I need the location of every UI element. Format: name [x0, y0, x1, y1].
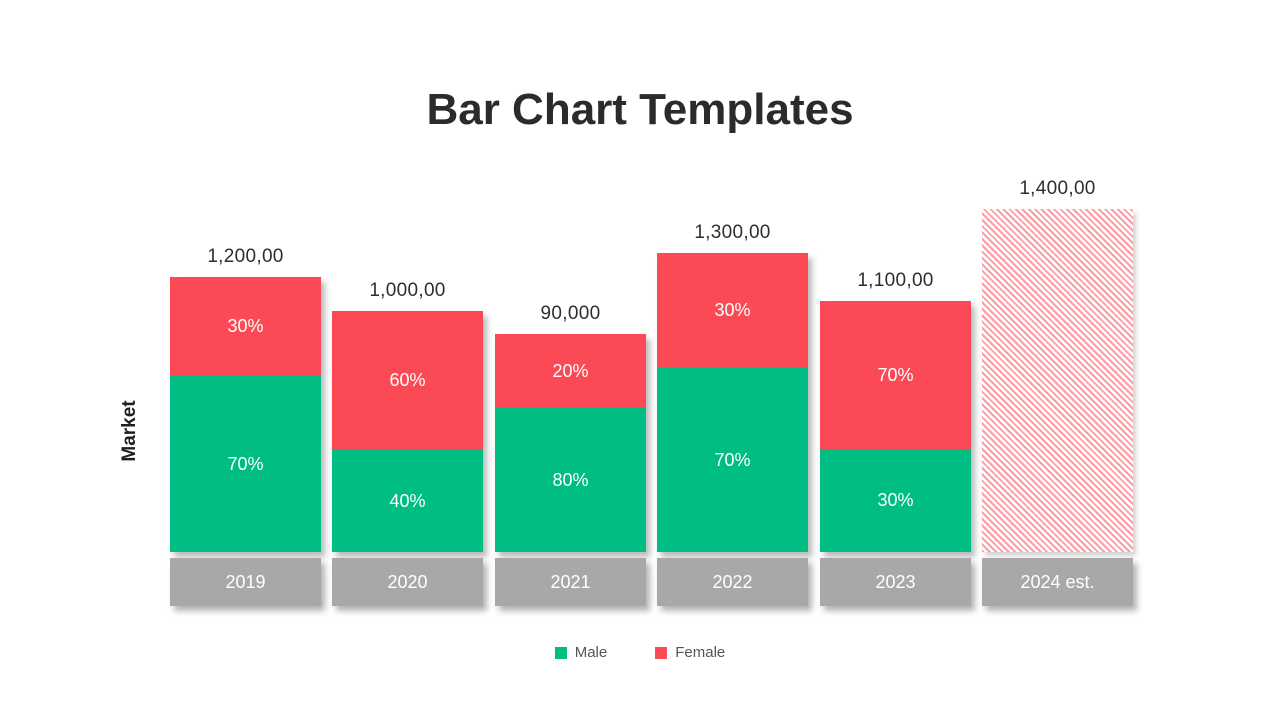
female-percent-label: 70%	[877, 364, 914, 385]
legend-label-female: Female	[675, 644, 726, 661]
female-percent-label: 60%	[389, 370, 426, 390]
bar-total-label: 1,300,00	[694, 222, 771, 243]
legend-item-male: Male	[554, 644, 608, 661]
male-percent-label: 80%	[552, 469, 589, 490]
bar-total-label: 1,100,00	[857, 270, 934, 291]
page-title: Bar Chart Templates	[426, 85, 854, 135]
female-segment: 30%	[170, 277, 321, 376]
legend-item-female: Female	[655, 644, 725, 661]
bar-2022: 30% 70%	[657, 253, 808, 552]
bar-2019: 30% 70%	[170, 277, 321, 552]
bar-2023: 70% 30%	[820, 301, 971, 552]
female-legend-swatch-icon	[655, 646, 668, 659]
category-label-2024-est.: 2024 est.	[982, 558, 1133, 606]
female-segment: 70%	[820, 301, 971, 449]
male-percent-label: 70%	[227, 453, 264, 474]
female-percent-label: 30%	[227, 316, 264, 336]
bar-total-label: 1,400,00	[1019, 178, 1096, 199]
category-label-2022: 2022	[657, 558, 808, 606]
female-segment: 30%	[657, 253, 808, 368]
bar-total-label: 90,000	[540, 303, 601, 324]
category-label-2023: 2023	[820, 558, 971, 606]
bar-total-label: 1,200,00	[207, 246, 284, 267]
legend-label-male: Male	[574, 644, 608, 661]
y-axis-label: Market	[119, 400, 140, 462]
male-percent-label: 70%	[714, 449, 751, 470]
male-segment: 70%	[170, 376, 321, 552]
male-segment: 40%	[332, 450, 483, 552]
female-segment: 20%	[495, 334, 646, 408]
bar-2021: 20% 80%	[495, 334, 646, 552]
female-percent-label: 30%	[714, 300, 751, 320]
male-percent-label: 40%	[389, 490, 426, 511]
category-label-2021: 2021	[495, 558, 646, 606]
bar-2020: 60% 40%	[332, 311, 483, 552]
male-segment: 80%	[495, 408, 646, 552]
male-percent-label: 30%	[877, 490, 914, 510]
bar-total-label: 1,000,00	[369, 280, 446, 301]
male-legend-swatch-icon	[554, 646, 567, 659]
male-segment: 30%	[820, 449, 971, 552]
female-percent-label: 20%	[552, 360, 589, 381]
chart-legend: Male Female	[0, 644, 1280, 661]
bar-2024-est.	[982, 209, 1133, 552]
category-label-2019: 2019	[170, 558, 321, 606]
male-segment: 70%	[657, 368, 808, 552]
category-label-2020: 2020	[332, 558, 483, 606]
female-segment: 60%	[332, 311, 483, 450]
